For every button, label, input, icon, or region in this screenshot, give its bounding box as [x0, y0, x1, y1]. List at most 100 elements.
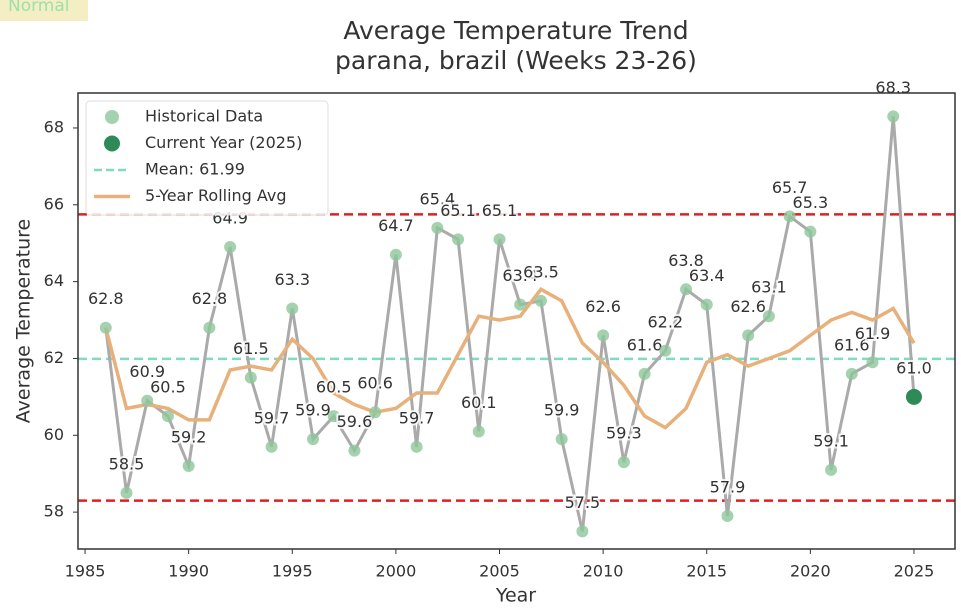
historical-point: [182, 460, 195, 473]
data-label: 65.3: [793, 193, 829, 212]
x-tick-label: 2010: [583, 562, 624, 581]
data-label: 65.1: [482, 201, 518, 220]
plot-frame: [77, 92, 956, 550]
y-tick-label: 58: [44, 502, 64, 521]
badge-bg: [0, 0, 88, 21]
y-tick-label: 62: [44, 348, 64, 367]
data-label: 63.8: [668, 251, 704, 270]
historical-point: [514, 298, 527, 311]
historical-point: [659, 344, 672, 357]
data-label: 62.6: [585, 297, 621, 316]
historical-point: [845, 367, 858, 380]
data-label: 61.9: [855, 324, 891, 343]
connector-line: [104, 116, 916, 532]
historical-point: [244, 371, 257, 384]
historical-point: [410, 440, 423, 453]
data-label: 65.4: [420, 189, 456, 208]
badge: Normal: [8, 0, 70, 16]
historical-point: [825, 463, 838, 476]
historical-point: [431, 221, 444, 234]
historical-point: [493, 233, 506, 246]
data-label: 59.7: [254, 408, 290, 427]
historical-point: [389, 248, 402, 261]
historical-point: [369, 406, 382, 419]
data-label: 62.6: [730, 297, 766, 316]
data-label: 59.6: [337, 412, 373, 431]
data-label: 60.1: [461, 393, 497, 412]
data-label: 60.9: [129, 362, 165, 381]
x-tick-label: 2000: [376, 562, 417, 581]
data-label: 59.9: [295, 401, 331, 420]
historical-point: [141, 394, 154, 407]
x-tick-label: 2005: [479, 562, 520, 581]
historical-point: [555, 433, 568, 446]
data-label: 61.6: [834, 335, 870, 354]
legend-label: 5-Year Rolling Avg: [145, 186, 287, 205]
legend-marker: [105, 110, 119, 124]
data-label: 58.5: [109, 454, 145, 473]
historical-point: [597, 329, 610, 342]
data-label: 65.1: [440, 201, 476, 220]
historical-point: [327, 410, 340, 423]
historical-point: [224, 241, 237, 254]
data-label: 59.3: [606, 424, 642, 443]
historical-point: [265, 440, 278, 453]
chart-title: Average Temperature Trend: [343, 16, 688, 45]
chart-subtitle: parana, brazil (Weeks 23-26): [335, 46, 697, 75]
y-tick-label: 68: [44, 117, 64, 136]
legend-label: Historical Data: [145, 107, 263, 126]
plot-area: 62.858.560.960.559.262.864.961.559.763.3…: [78, 76, 955, 538]
historical-point: [638, 367, 651, 380]
data-label: 63.4: [502, 266, 538, 285]
historical-point: [161, 410, 174, 423]
data-label: 61.6: [627, 335, 663, 354]
data-label: 59.1: [813, 431, 849, 450]
historical-point: [306, 433, 319, 446]
historical-point: [866, 356, 879, 369]
historical-point: [99, 321, 112, 334]
data-label: 62.8: [192, 289, 228, 308]
historical-point: [286, 302, 299, 315]
data-label: 63.5: [523, 262, 559, 281]
historical-point: [742, 329, 755, 342]
data-label: 57.5: [565, 493, 601, 512]
historical-point: [534, 294, 547, 307]
y-axis-label: Average Temperature: [13, 219, 35, 423]
data-label: 59.9: [544, 401, 580, 420]
historical-point: [721, 509, 734, 522]
data-label: 62.2: [647, 312, 683, 331]
data-label: 60.6: [357, 374, 393, 393]
legend: Historical Data Current Year (2025) Mean: …: [85, 100, 329, 216]
x-axis-label: Year: [495, 585, 536, 607]
x-tick-label: 2015: [686, 562, 727, 581]
data-label: 65.7: [772, 178, 808, 197]
rolling-avg-line: [104, 287, 916, 430]
historical-point: [617, 456, 630, 469]
y-tick-label: 60: [44, 425, 64, 444]
data-label: 61.5: [233, 339, 269, 358]
data-label: 62.8: [88, 289, 124, 308]
data-label: 60.5: [316, 378, 352, 397]
data-label: 68.3: [875, 78, 911, 97]
x-tick-label: 1985: [65, 562, 106, 581]
historical-point: [576, 525, 589, 538]
data-label: 59.2: [171, 428, 207, 447]
historical-point: [348, 444, 361, 457]
y-tick-label: 66: [44, 194, 64, 213]
data-label: 60.5: [150, 378, 186, 397]
historical-point: [452, 233, 465, 246]
data-label: 63.3: [274, 270, 310, 289]
historical-point: [203, 321, 216, 334]
historical-point: [804, 225, 817, 238]
historical-point: [700, 298, 713, 311]
legend-marker: [104, 135, 120, 152]
historical-point: [783, 210, 796, 223]
x-tick-label: 2020: [790, 562, 831, 581]
x-tick-label: 1990: [168, 562, 209, 581]
x-tick-label: 1995: [272, 562, 313, 581]
y-tick-label: 64: [44, 271, 64, 290]
legend-box: [85, 100, 329, 216]
legend-label: Current Year (2025): [145, 133, 302, 152]
